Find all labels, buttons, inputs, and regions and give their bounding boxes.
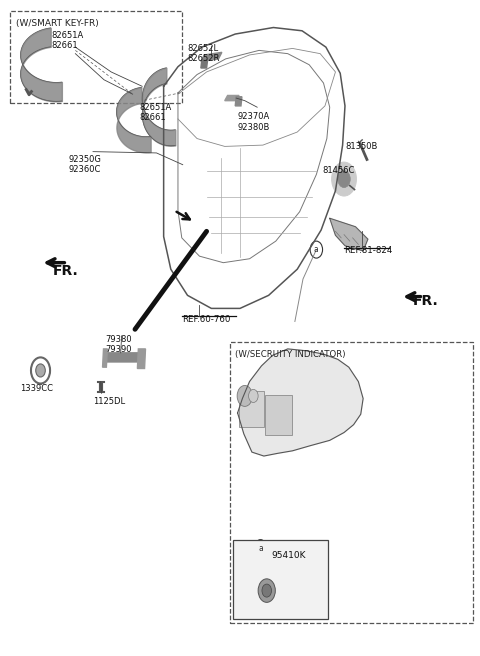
- Polygon shape: [103, 349, 108, 367]
- Polygon shape: [225, 96, 239, 100]
- Circle shape: [262, 584, 272, 597]
- Text: FR.: FR.: [413, 294, 439, 308]
- Polygon shape: [201, 60, 207, 68]
- Bar: [265, 395, 292, 435]
- Text: a: a: [314, 245, 319, 254]
- Circle shape: [258, 579, 276, 602]
- Polygon shape: [238, 349, 363, 456]
- Circle shape: [36, 364, 45, 377]
- Polygon shape: [330, 218, 368, 251]
- Circle shape: [249, 390, 258, 403]
- Text: 82652L
82652R: 82652L 82652R: [188, 44, 220, 63]
- Text: 82651A
82661: 82651A 82661: [51, 31, 84, 50]
- Polygon shape: [137, 349, 145, 369]
- Text: 92350G
92360C: 92350G 92360C: [68, 155, 101, 174]
- Bar: [239, 392, 264, 427]
- Text: 82651A
82661: 82651A 82661: [140, 102, 172, 122]
- Text: 79380
79390: 79380 79390: [106, 335, 132, 354]
- Text: 81350B: 81350B: [345, 142, 377, 151]
- Circle shape: [338, 171, 350, 188]
- Bar: [229, 342, 473, 623]
- Text: (W/SECRUITY INDICATOR): (W/SECRUITY INDICATOR): [235, 350, 346, 359]
- Text: (W/SMART KEY-FR): (W/SMART KEY-FR): [16, 19, 98, 28]
- Circle shape: [237, 386, 252, 406]
- Bar: [233, 541, 328, 619]
- Text: REF.60-760: REF.60-760: [182, 315, 230, 324]
- Polygon shape: [201, 52, 222, 62]
- Text: REF.81-824: REF.81-824: [344, 247, 393, 255]
- Polygon shape: [235, 96, 242, 106]
- Text: 1125DL: 1125DL: [93, 397, 125, 405]
- Text: 95410K: 95410K: [271, 552, 305, 560]
- Bar: [10, 11, 182, 102]
- Text: 1339CC: 1339CC: [21, 384, 53, 392]
- Text: 92370A
92380B: 92370A 92380B: [238, 112, 270, 132]
- Circle shape: [332, 162, 357, 196]
- Polygon shape: [104, 353, 144, 362]
- Text: 81456C: 81456C: [322, 166, 354, 175]
- Text: a: a: [258, 544, 263, 552]
- Text: FR.: FR.: [53, 264, 79, 278]
